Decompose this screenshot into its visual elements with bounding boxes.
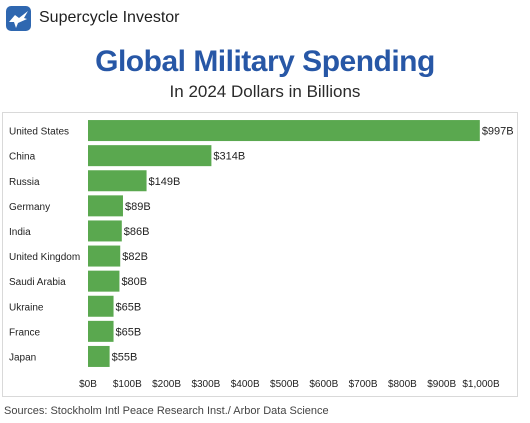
x-tick-label: $100B — [113, 379, 142, 390]
brand-name: Supercycle Investor — [39, 9, 180, 26]
bar — [88, 195, 123, 217]
chart-title: Global Military Spending — [95, 45, 435, 78]
x-tick-label: $700B — [349, 379, 378, 390]
bar — [88, 345, 110, 367]
bar — [88, 220, 122, 242]
bar-chart: United States $997B China $314B Russia $149B G… — [9, 120, 514, 390]
data-label: $86B — [124, 226, 150, 238]
category-label: India — [9, 227, 31, 238]
bar — [88, 270, 120, 292]
data-label: $65B — [116, 326, 142, 338]
x-tick-label: $800B — [388, 379, 417, 390]
bar — [88, 120, 480, 142]
source-note: Sources: Stockholm Intl Peace Research I… — [4, 405, 329, 417]
data-label: $149B — [149, 176, 181, 188]
x-tick-label: $600B — [309, 379, 338, 390]
data-label: $65B — [116, 301, 142, 313]
data-label: $80B — [121, 276, 147, 288]
bar — [88, 170, 147, 192]
data-label: $314B — [213, 151, 245, 163]
category-label: United Kingdom — [9, 252, 80, 263]
x-tick-label: $300B — [191, 379, 220, 390]
x-tick-label: $200B — [152, 379, 181, 390]
category-label: Germany — [9, 202, 50, 213]
brand: Supercycle Investor — [6, 5, 180, 31]
data-label: $55B — [112, 351, 138, 363]
bar — [88, 320, 114, 342]
category-label: Ukraine — [9, 302, 44, 313]
category-label: Russia — [9, 177, 40, 188]
x-tick-label: $1,000B — [462, 379, 500, 390]
category-label: Japan — [9, 352, 36, 363]
x-tick-label: $400B — [231, 379, 260, 390]
chart-frame: United States $997B China $314B Russia $149B G… — [2, 112, 518, 397]
chart-subtitle: In 2024 Dollars in Billions — [169, 82, 361, 101]
category-label: China — [9, 152, 36, 163]
eagle-logo-icon — [6, 5, 31, 31]
data-label: $997B — [482, 126, 514, 138]
x-tick-label: $500B — [270, 379, 299, 390]
category-label: Saudi Arabia — [9, 277, 66, 288]
bar — [88, 295, 114, 317]
category-label: France — [9, 327, 41, 338]
bar — [88, 245, 121, 267]
bar — [88, 145, 212, 167]
data-label: $82B — [122, 251, 148, 263]
data-label: $89B — [125, 201, 151, 213]
category-label: United States — [9, 127, 69, 138]
x-tick-label: $900B — [427, 379, 456, 390]
x-tick-label: $0B — [79, 379, 97, 390]
